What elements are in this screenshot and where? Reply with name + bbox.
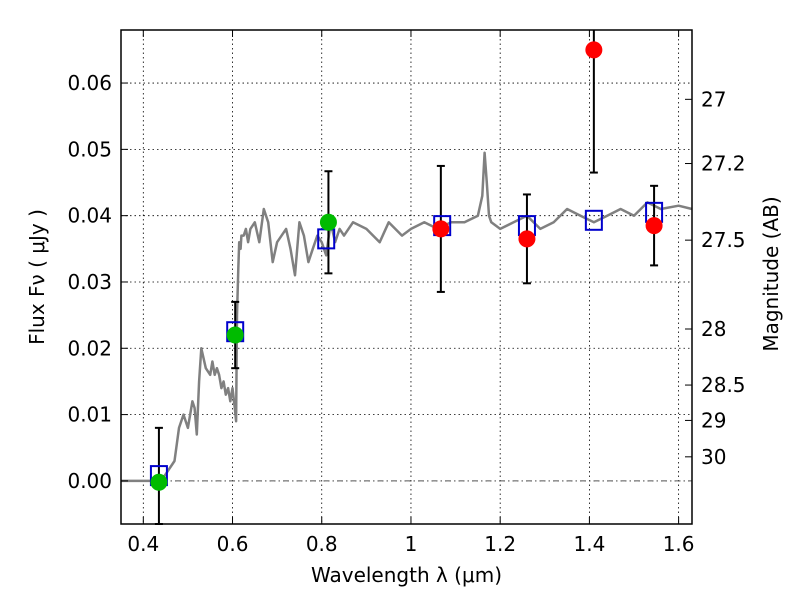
right-axis-label: Magnitude (AB)	[759, 196, 783, 351]
photometry-point	[518, 230, 536, 248]
x-axis-label: Wavelength λ (μm)	[311, 563, 502, 587]
y-tick-label: 0.04	[67, 204, 112, 228]
x-tick-label: 0.6	[217, 532, 249, 556]
y-tick-label: 0.03	[67, 270, 112, 294]
y-tick-label: 0.06	[67, 71, 112, 95]
x-tick-label: 1.4	[573, 532, 605, 556]
right-tick-label: 27.2	[701, 152, 746, 176]
x-tick-label: 0.8	[306, 532, 338, 556]
photometry-point	[585, 41, 603, 59]
photometry-point	[150, 473, 168, 491]
right-tick-label: 28.5	[701, 373, 746, 397]
right-tick-label: 30	[701, 445, 726, 469]
y-tick-label: 0.01	[67, 403, 112, 427]
right-tick-label: 28	[701, 317, 726, 341]
right-tick-label: 27	[701, 87, 726, 111]
y-tick-label: 0.05	[67, 137, 112, 161]
data-markers	[149, 41, 664, 491]
photometry-point	[432, 220, 450, 238]
photometry-point	[226, 326, 244, 344]
template-band-marker	[584, 209, 603, 231]
plot-frame	[120, 29, 693, 525]
y-tick-label: 0.02	[67, 336, 112, 360]
axis-ticks: 0.4 0.6 0.8 1 1.2 1.4 1.6 0.00 0.01 0.02 0.03 0.04 0…	[67, 30, 746, 556]
right-tick-label: 27.5	[701, 228, 746, 252]
y-axis-label: Flux Fν ( μJy )	[25, 209, 49, 345]
y-tick-label: 0.00	[67, 469, 112, 493]
x-tick-label: 1.6	[663, 532, 695, 556]
photometry-point	[645, 217, 663, 235]
photometry-point	[319, 213, 337, 231]
x-tick-label: 0.4	[127, 532, 159, 556]
template-spectrum	[121, 151, 693, 483]
spectrum-line	[121, 151, 693, 483]
x-tick-label: 1	[405, 532, 418, 556]
right-tick-label: 29	[701, 408, 726, 432]
x-tick-label: 1.2	[484, 532, 516, 556]
